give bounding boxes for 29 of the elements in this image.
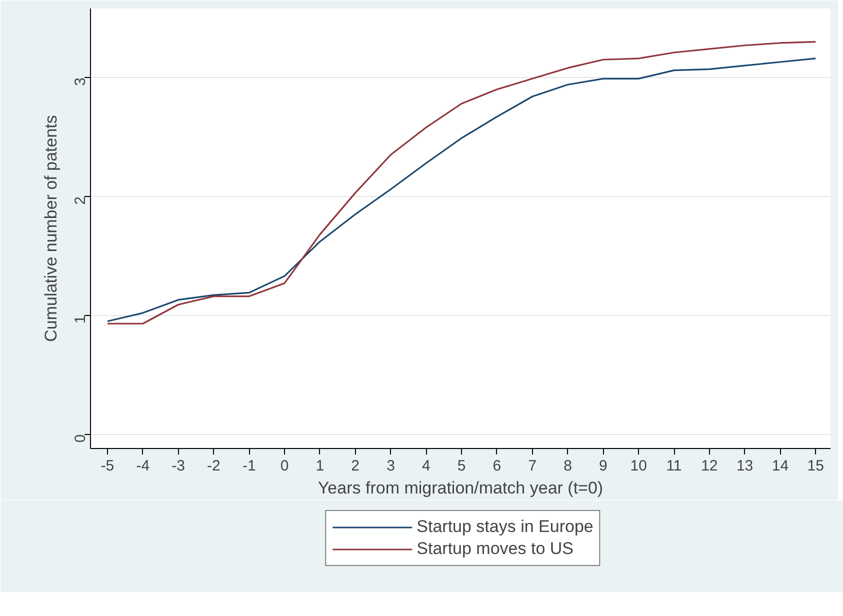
x-tick-label: 2 (351, 458, 360, 474)
y-tick-label: 1 (72, 315, 89, 324)
x-tick-label: 11 (666, 458, 682, 474)
x-tick-label: 3 (386, 458, 395, 474)
legend-label: Startup moves to US (416, 539, 574, 559)
x-tick-label: -1 (242, 458, 256, 474)
y-tick-label: 3 (72, 77, 89, 86)
x-tick-label: 10 (630, 458, 647, 474)
y-axis-title: Cumulative number of patents (42, 115, 60, 342)
x-tick-label: -2 (207, 458, 220, 474)
x-tick-label: -5 (100, 458, 114, 474)
x-tick-label: 14 (772, 458, 789, 474)
x-axis-title: Years from migration/match year (t=0) (318, 478, 604, 498)
x-tick-label: 0 (280, 458, 289, 474)
x-tick-label: 13 (736, 458, 754, 474)
x-tick-label: 5 (457, 458, 466, 474)
x-tick-label: 9 (599, 458, 608, 474)
x-tick-label: 15 (807, 458, 824, 474)
legend-label: Startup stays in Europe (416, 517, 594, 537)
y-tick-label: 0 (72, 434, 89, 443)
x-tick-label: -4 (136, 458, 150, 474)
x-tick-label: -3 (172, 458, 185, 474)
x-tick-label: 6 (492, 458, 502, 474)
x-tick-label: 8 (564, 458, 572, 474)
x-tick-label: 12 (701, 458, 718, 474)
x-tick-label: 4 (422, 458, 430, 474)
x-tick-label: 1 (316, 458, 324, 474)
y-tick-label: 2 (72, 196, 89, 205)
x-tick-label: 7 (528, 458, 537, 474)
